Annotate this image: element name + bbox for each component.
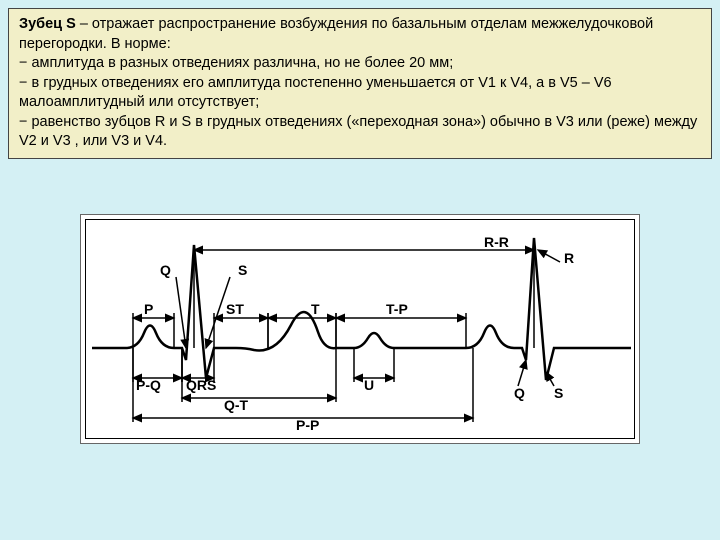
svg-text:ST: ST	[226, 301, 244, 317]
bullet-3: − равенство зубцов R и S в грудных отвед…	[19, 114, 697, 150]
ecg-diagram-container: R-R R P ST T T-P P-Q QRS U Q-T P-P Q S Q S	[80, 214, 640, 444]
description-box: Зубец S – отражает распространение возбу…	[8, 8, 712, 159]
svg-text:P-Q: P-Q	[136, 377, 161, 393]
ecg-svg: R-R R P ST T T-P P-Q QRS U Q-T P-P Q S Q S	[86, 220, 634, 438]
svg-text:Q: Q	[160, 262, 171, 278]
svg-text:T: T	[311, 301, 320, 317]
svg-text:R: R	[564, 250, 574, 266]
svg-text:S: S	[238, 262, 247, 278]
svg-text:P-P: P-P	[296, 417, 319, 433]
ecg-diagram: R-R R P ST T T-P P-Q QRS U Q-T P-P Q S Q S	[85, 219, 635, 439]
svg-text:QRS: QRS	[186, 377, 216, 393]
svg-text:Q: Q	[514, 385, 525, 401]
svg-text:Q-T: Q-T	[224, 397, 249, 413]
title-rest: – отражает распространение возбуждения п…	[19, 16, 653, 52]
svg-text:R-R: R-R	[484, 234, 509, 250]
svg-text:T-P: T-P	[386, 301, 408, 317]
svg-text:U: U	[364, 377, 374, 393]
svg-text:S: S	[554, 385, 563, 401]
bullet-2: − в грудных отведениях его амплитуда пос…	[19, 75, 612, 111]
wave-name: Зубец S	[19, 16, 76, 32]
svg-text:P: P	[144, 301, 153, 317]
bullet-1: − амплитуда в разных отведениях различна…	[19, 55, 453, 71]
